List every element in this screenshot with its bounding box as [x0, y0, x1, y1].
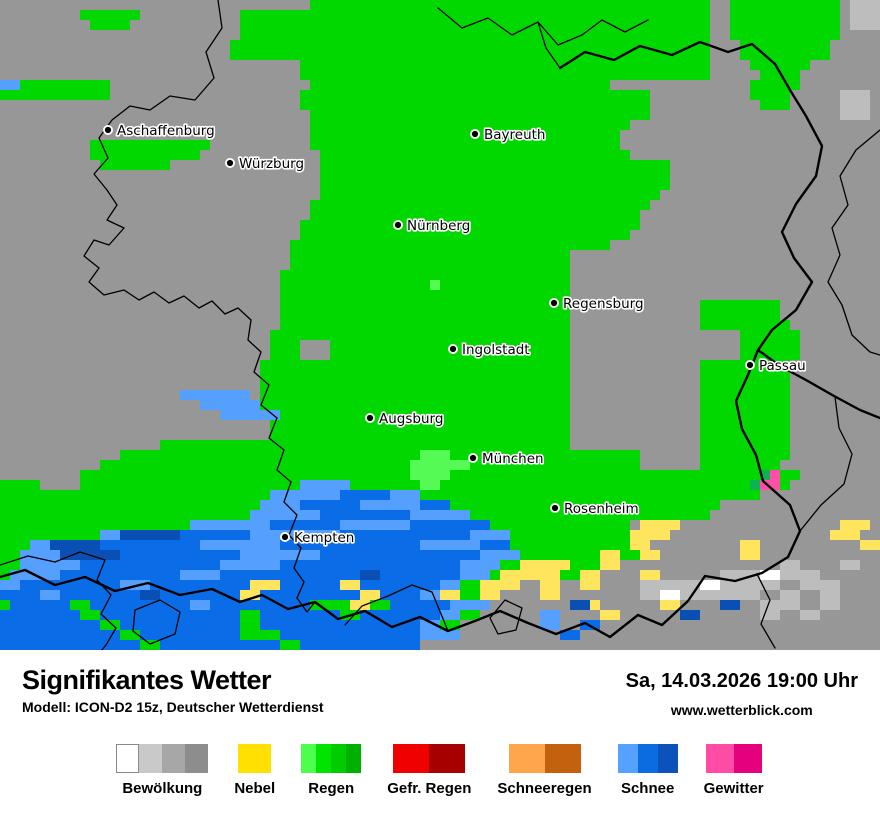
legend-swatch — [116, 744, 209, 773]
weather-cells — [0, 0, 880, 650]
weather-map: Aschaffenburg Würzburg Bayreuth Nürnberg Reg… — [0, 0, 880, 650]
city-label: Nürnberg — [407, 218, 470, 234]
legend-swatch — [705, 744, 762, 773]
city-marker-würzburg: Würzburg — [225, 154, 306, 174]
legend-swatch-cell — [316, 744, 332, 773]
legend-swatch-cell — [617, 744, 638, 773]
legend-swatch-cell — [139, 744, 163, 773]
city-label: Aschaffenburg — [117, 123, 215, 139]
legend-swatch-cell — [637, 744, 658, 773]
legend-item-bewölkung: Bewölkung — [116, 744, 209, 797]
legend-swatch-cell — [238, 744, 272, 773]
city-label: Würzburg — [239, 156, 304, 172]
city-label: Rosenheim — [564, 501, 639, 517]
footer: Signifikantes Wetter Modell: ICON-D2 15z… — [0, 650, 880, 797]
legend-swatch-cell — [733, 744, 762, 773]
city-marker-aschaffenburg: Aschaffenburg — [103, 121, 216, 141]
city-marker-passau: Passau — [745, 356, 807, 376]
forecast-datetime: Sa, 14.03.2026 19:00 Uhr — [625, 670, 858, 692]
legend-label: Schneeregen — [497, 780, 592, 797]
legend-swatch — [508, 744, 581, 773]
city-marker-nürnberg: Nürnberg — [393, 216, 472, 236]
legend-label: Gefr. Regen — [387, 780, 472, 797]
legend-item-nebel: Nebel — [234, 744, 275, 797]
city-label: München — [482, 451, 544, 467]
legend-swatch-cell — [429, 744, 466, 773]
legend-swatch-cell — [657, 744, 678, 773]
legend-swatch — [301, 744, 362, 773]
legend-swatch-cell — [346, 744, 362, 773]
city-label: Kempten — [294, 530, 354, 546]
city-marker-augsburg: Augsburg — [365, 409, 445, 429]
legend-swatch-cell — [393, 744, 430, 773]
page-title: Signifikantes Wetter — [22, 665, 272, 695]
legend-label: Bewölkung — [122, 780, 203, 797]
legend-item-regen: Regen — [301, 744, 362, 797]
legend-item-gewitter: Gewitter — [704, 744, 764, 797]
legend-label: Schnee — [620, 780, 675, 797]
legend-item-gefr-regen: Gefr. Regen — [387, 744, 471, 797]
city-label: Bayreuth — [484, 127, 546, 143]
legend-swatch-cell — [185, 744, 209, 773]
model-info: Modell: ICON-D2 15z, Deutscher Wetterdie… — [22, 699, 324, 716]
legend-label: Nebel — [234, 780, 276, 797]
legend-swatch-cell — [508, 744, 545, 773]
legend-swatch-cell — [331, 744, 347, 773]
city-marker-regensburg: Regensburg — [549, 294, 645, 314]
weather-map-svg: Aschaffenburg Würzburg Bayreuth Nürnberg Reg… — [0, 0, 880, 650]
city-label: Ingolstadt — [462, 342, 530, 358]
city-label: Augsburg — [379, 411, 443, 427]
legend-label: Gewitter — [703, 780, 764, 797]
city-marker-bayreuth: Bayreuth — [470, 125, 547, 145]
footer-right: Sa, 14.03.2026 19:00 Uhr www.wetterblick… — [626, 666, 858, 718]
legend-label: Regen — [308, 780, 355, 797]
legend-swatch-cell — [162, 744, 186, 773]
legend-swatch-cell — [705, 744, 734, 773]
city-marker-rosenheim: Rosenheim — [550, 499, 640, 519]
legend-item-schnee: Schnee — [617, 744, 678, 797]
legend-swatch — [238, 744, 272, 773]
legend-swatch-cell — [301, 744, 317, 773]
city-marker-münchen: München — [468, 449, 545, 469]
city-label: Passau — [759, 358, 806, 374]
footer-left: Signifikantes Wetter Modell: ICON-D2 15z… — [22, 665, 324, 716]
city-label: Regensburg — [563, 296, 644, 312]
city-marker-ingolstadt: Ingolstadt — [448, 340, 531, 360]
legend-item-schneeregen: Schneeregen — [497, 744, 592, 797]
legend-swatch-cell — [544, 744, 581, 773]
legend-swatch-cell — [116, 744, 140, 773]
footer-top: Signifikantes Wetter Modell: ICON-D2 15z… — [22, 666, 858, 718]
legend-swatch — [393, 744, 466, 773]
legend-swatch — [617, 744, 678, 773]
city-marker-kempten: Kempten — [280, 528, 356, 548]
legend: Bewölkung Nebel Regen Gefr. Regen Schneerege… — [22, 744, 858, 797]
website-url: www.wetterblick.com — [670, 702, 813, 718]
border-lines — [0, 0, 880, 650]
